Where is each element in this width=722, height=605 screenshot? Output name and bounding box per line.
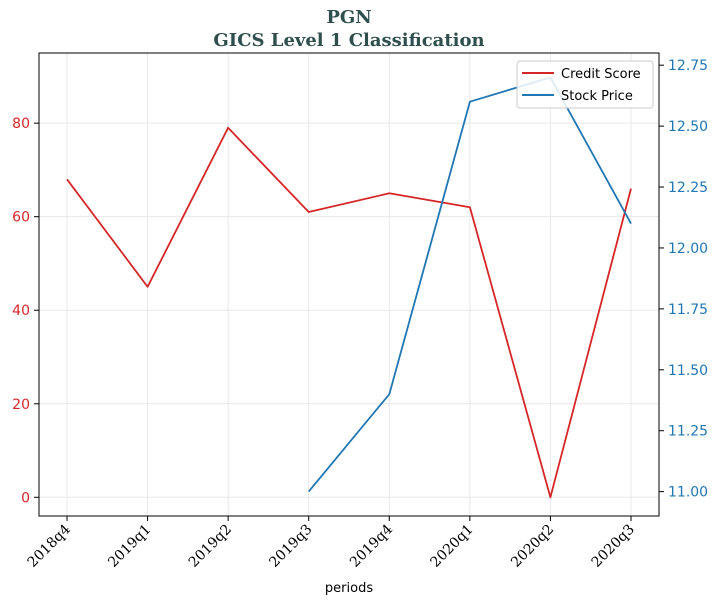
legend-label-credit-score: Credit Score <box>561 67 641 82</box>
left-tick-label: 20 <box>12 397 30 413</box>
x-tick-label: 2020q1 <box>428 522 477 571</box>
grid <box>39 53 659 516</box>
right-tick-label: 11.50 <box>668 363 708 379</box>
right-tick-label: 12.00 <box>668 241 708 257</box>
right-tick-label: 11.25 <box>668 424 708 440</box>
x-axis: 2018q4 2019q1 2019q2 2019q3 2019q4 2020q1 2020… <box>25 516 638 571</box>
x-tick-label: 2019q2 <box>186 522 235 571</box>
x-tick-label: 2020q3 <box>589 522 638 571</box>
left-tick-label: 0 <box>21 490 30 506</box>
series-line-stock-price <box>308 76 632 493</box>
chart-subtitle: GICS Level 1 Classification <box>213 30 484 51</box>
x-tick-label: 2018q4 <box>25 521 74 570</box>
left-tick-label: 60 <box>12 210 30 226</box>
x-tick-label: 2019q1 <box>105 522 154 571</box>
legend-label-stock-price: Stock Price <box>561 89 633 104</box>
x-tick-label: 2020q2 <box>508 522 557 571</box>
right-tick-label: 11.75 <box>668 302 708 318</box>
legend: Credit Score Stock Price <box>516 60 654 109</box>
right-tick-label: 12.50 <box>668 119 708 135</box>
left-tick-label: 40 <box>12 303 30 319</box>
right-tick-label: 11.00 <box>668 485 708 501</box>
plot-frame <box>38 52 660 517</box>
series-line-credit-score <box>66 126 632 499</box>
x-tick-label: 2019q4 <box>347 521 396 570</box>
left-axis: 0 20 40 60 80 <box>12 116 39 506</box>
chart-title: PGN <box>326 7 371 28</box>
x-tick-label: 2019q3 <box>266 522 315 571</box>
right-tick-label: 12.75 <box>668 58 708 74</box>
left-tick-label: 80 <box>12 116 30 132</box>
right-axis: 11.00 11.25 11.50 11.75 12.00 12.25 12.50 12.75 <box>659 58 708 501</box>
x-axis-label: periods <box>325 581 373 596</box>
right-tick-label: 12.25 <box>668 180 708 196</box>
series-layer <box>66 76 632 499</box>
